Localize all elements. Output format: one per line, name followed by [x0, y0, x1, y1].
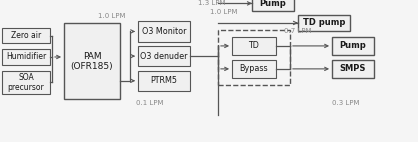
Bar	[64, 23, 120, 100]
Text: PTRM5: PTRM5	[150, 76, 178, 85]
Bar	[2, 28, 50, 43]
Text: O3 denuder: O3 denuder	[140, 52, 188, 61]
Text: Pump: Pump	[339, 41, 366, 50]
Text: TD pump: TD pump	[303, 18, 345, 27]
Bar	[138, 46, 190, 66]
Text: 0.3 LPM: 0.3 LPM	[332, 100, 359, 106]
Text: 1.3 LPM: 1.3 LPM	[198, 0, 225, 6]
Bar	[332, 59, 374, 78]
Text: 1.0 LPM: 1.0 LPM	[98, 13, 125, 19]
Text: 1.0 LPM: 1.0 LPM	[210, 9, 237, 15]
Text: TD: TD	[249, 41, 260, 50]
Bar	[2, 71, 50, 94]
Bar	[252, 0, 294, 11]
Text: PAM
(OFR185): PAM (OFR185)	[71, 52, 113, 71]
Bar	[138, 71, 190, 91]
Bar	[232, 36, 276, 55]
Bar	[2, 49, 50, 65]
Text: SOA
precursor: SOA precursor	[8, 73, 44, 92]
Text: 0.1 LPM: 0.1 LPM	[136, 100, 163, 106]
Text: O3 Monitor: O3 Monitor	[142, 27, 186, 36]
Bar	[218, 30, 290, 85]
Bar	[298, 15, 350, 31]
Bar	[232, 59, 276, 78]
Text: 0.7 LPM: 0.7 LPM	[284, 28, 311, 35]
Text: Zero air: Zero air	[11, 31, 41, 40]
Text: Bypass: Bypass	[240, 64, 268, 73]
Text: SMPS: SMPS	[340, 64, 366, 73]
Text: Humidifier: Humidifier	[6, 53, 46, 61]
Text: Pump: Pump	[260, 0, 286, 8]
Bar	[138, 21, 190, 42]
Bar	[332, 36, 374, 55]
